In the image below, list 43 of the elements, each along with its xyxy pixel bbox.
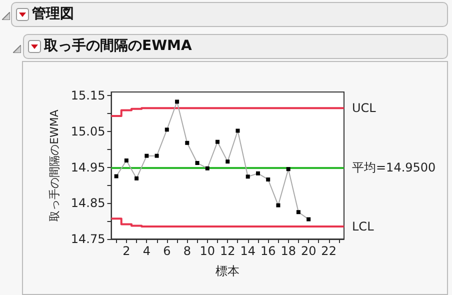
x-tick-label: 20 (300, 244, 316, 258)
x-tick-label: 14 (240, 244, 256, 258)
chart-subtitle: 取っ手の間隔のEWMA (23, 34, 448, 59)
point (296, 210, 300, 214)
point (175, 100, 180, 104)
y-tick-label: 15.15 (70, 88, 106, 103)
point (185, 140, 190, 145)
ref-line-label: 平均=14.9500 (352, 160, 436, 174)
chart-title: 管理図 (11, 2, 448, 27)
x-tick-label: 2 (122, 244, 130, 258)
point (246, 174, 250, 179)
point (256, 171, 260, 176)
point (124, 158, 128, 162)
y-axis-title: 取っ手の間隔のEWMA (48, 109, 61, 222)
x-tick-label: 12 (220, 244, 236, 258)
x-tick-label: 8 (183, 244, 191, 258)
point (276, 203, 280, 208)
point (236, 128, 240, 133)
point (154, 154, 159, 158)
y-tick-label: 14.85 (70, 196, 106, 210)
x-tick-label: 4 (142, 244, 150, 258)
series-label: UCL (352, 101, 376, 116)
point (286, 167, 290, 172)
y-tick-label: 14.95 (70, 160, 106, 174)
x-tick-label: 22 (321, 244, 336, 258)
point (195, 160, 200, 165)
point (205, 166, 210, 170)
x-tick-label: 18 (280, 244, 296, 258)
x-tick-label: 16 (260, 244, 276, 258)
series-label: LCL (352, 219, 374, 234)
point (266, 177, 270, 182)
point (306, 217, 311, 222)
point (114, 174, 118, 178)
point (144, 154, 149, 158)
x-tick-label: 6 (163, 244, 171, 258)
point (226, 160, 230, 164)
point (216, 140, 220, 144)
x-tick-label: 10 (200, 244, 216, 258)
y-tick-label: 15.05 (70, 124, 106, 138)
y-tick-label: 14.75 (70, 232, 106, 246)
point (134, 176, 139, 180)
point (164, 128, 169, 132)
x-axis-title: 標本 (216, 264, 240, 278)
